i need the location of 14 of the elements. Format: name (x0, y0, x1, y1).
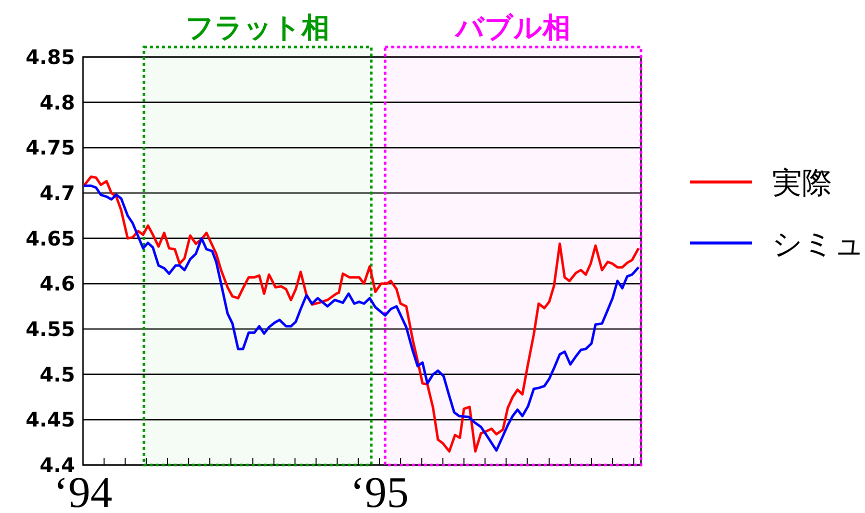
y-tick-label: 4.6 (40, 272, 75, 296)
y-tick-label: 4.5 (40, 362, 75, 386)
y-tick-label: 4.8 (40, 90, 75, 114)
legend-label: 実際 (772, 166, 832, 201)
y-tick-label: 4.85 (26, 45, 75, 69)
x-tick-label: ‘95 (350, 468, 409, 513)
y-tick-label: 4.45 (26, 408, 75, 432)
band-label: バブル相 (454, 11, 571, 44)
y-tick-label: 4.65 (26, 226, 75, 250)
band-label: フラット相 (186, 11, 330, 44)
legend-label: シミュ (772, 227, 865, 262)
y-tick-label: 4.75 (26, 136, 75, 160)
y-tick-label: 4.55 (26, 317, 75, 341)
y-tick-label: 4.7 (40, 181, 75, 205)
